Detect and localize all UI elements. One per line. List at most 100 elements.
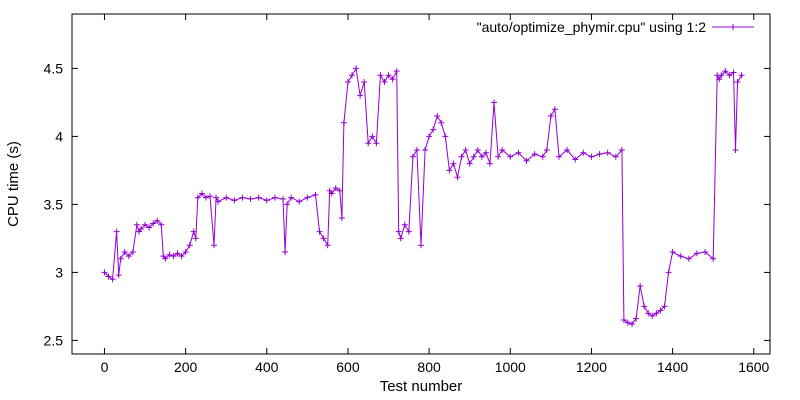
data-point-marker xyxy=(320,235,327,242)
data-point-marker xyxy=(730,69,737,76)
data-point-marker xyxy=(280,195,287,202)
x-tick-label: 0 xyxy=(101,359,109,375)
data-point-marker xyxy=(142,221,149,228)
data-point-marker xyxy=(422,147,429,153)
data-point-marker xyxy=(255,194,262,201)
data-point-marker xyxy=(466,160,473,167)
data-point-marker xyxy=(186,242,193,249)
data-point-marker xyxy=(393,68,400,75)
data-point-marker xyxy=(282,249,289,255)
data-point-marker xyxy=(491,99,498,106)
data-point-marker xyxy=(462,147,469,153)
x-axis-title: Test number xyxy=(380,378,463,395)
data-point-marker xyxy=(580,149,587,156)
x-tick-label: 600 xyxy=(336,359,360,375)
data-point-marker xyxy=(478,153,485,160)
data-point-marker xyxy=(397,235,404,242)
data-point-marker xyxy=(336,187,343,194)
series-layer xyxy=(101,65,745,328)
x-tick-label: 1400 xyxy=(657,359,688,375)
data-point-marker xyxy=(543,147,550,153)
data-point-marker xyxy=(332,185,339,192)
data-point-marker xyxy=(324,242,331,249)
data-point-marker xyxy=(588,153,595,160)
data-point-marker xyxy=(340,119,347,126)
data-point-marker xyxy=(633,315,640,322)
x-tick-label: 400 xyxy=(255,359,279,375)
data-point-marker xyxy=(515,149,522,156)
data-point-marker xyxy=(198,190,205,197)
data-point-marker xyxy=(657,307,664,314)
data-point-marker xyxy=(458,153,465,160)
data-point-marker xyxy=(486,160,493,167)
data-point-marker xyxy=(446,167,453,174)
data-point-marker xyxy=(539,153,546,160)
data-point-marker xyxy=(474,147,481,153)
data-point-marker xyxy=(495,153,502,160)
axis-ticks: 0 200 400 600 800 1000 1200 1400 1600 2.5 3 3.5 4 4.5 xyxy=(44,14,770,375)
data-point-marker xyxy=(389,76,396,83)
data-point-marker xyxy=(109,276,116,283)
data-point-marker xyxy=(702,249,709,255)
data-point-marker xyxy=(649,312,656,319)
data-point-marker xyxy=(373,140,380,147)
data-point-marker xyxy=(507,153,514,160)
x-tick-label: 1600 xyxy=(738,359,769,375)
data-point-marker xyxy=(413,147,420,153)
data-point-marker xyxy=(271,194,278,201)
y-tick-label: 3 xyxy=(55,264,63,280)
data-point-marker xyxy=(349,72,356,79)
data-point-marker xyxy=(430,126,437,133)
data-point-marker xyxy=(718,72,725,79)
data-point-marker xyxy=(115,272,122,279)
data-point-marker xyxy=(523,157,530,164)
data-point-marker xyxy=(618,147,625,153)
data-point-marker xyxy=(645,310,652,317)
data-point-marker xyxy=(438,119,445,126)
y-axis-title: CPU time (s) xyxy=(5,141,22,227)
data-point-marker xyxy=(470,153,477,160)
data-point-marker xyxy=(247,195,254,202)
data-point-marker xyxy=(604,149,611,156)
data-point-marker xyxy=(401,221,408,228)
data-point-marker xyxy=(206,193,213,200)
data-point-marker xyxy=(665,269,672,276)
data-point-marker xyxy=(166,251,173,258)
data-point-marker xyxy=(551,106,558,113)
data-point-marker xyxy=(531,151,538,158)
data-point-marker xyxy=(263,197,270,204)
data-point-marker xyxy=(572,156,579,163)
data-point-marker xyxy=(101,269,108,276)
data-point-marker xyxy=(125,253,132,260)
data-point-marker xyxy=(365,140,372,147)
data-point-marker xyxy=(482,149,489,156)
data-point-marker xyxy=(693,250,700,257)
data-point-marker xyxy=(182,249,189,255)
data-point-marker xyxy=(215,198,222,205)
data-point-marker xyxy=(677,253,684,260)
legend-marker xyxy=(730,24,736,30)
data-point-marker xyxy=(442,133,449,140)
data-point-marker xyxy=(434,113,441,119)
data-point-marker xyxy=(213,194,220,201)
data-point-marker xyxy=(596,151,603,158)
data-point-marker xyxy=(669,249,676,255)
data-point-marker xyxy=(732,147,739,153)
data-point-marker xyxy=(162,255,169,262)
data-point-marker xyxy=(357,92,364,99)
data-point-marker xyxy=(312,191,319,198)
data-point-marker xyxy=(113,228,120,235)
data-point-marker xyxy=(661,303,668,310)
x-tick-label: 200 xyxy=(174,359,198,375)
data-point-marker xyxy=(239,194,246,201)
legend-series-label: "auto/optimize_phymir.cpu" using 1:2 xyxy=(477,19,707,35)
x-tick-label: 1000 xyxy=(495,359,526,375)
data-point-marker xyxy=(620,317,627,323)
data-point-marker xyxy=(338,215,345,221)
data-point-marker xyxy=(409,153,416,160)
y-tick-label: 4.5 xyxy=(44,60,64,76)
data-point-marker xyxy=(146,224,153,231)
data-point-marker xyxy=(150,220,157,227)
series-line xyxy=(104,66,743,325)
data-point-marker xyxy=(369,133,376,140)
